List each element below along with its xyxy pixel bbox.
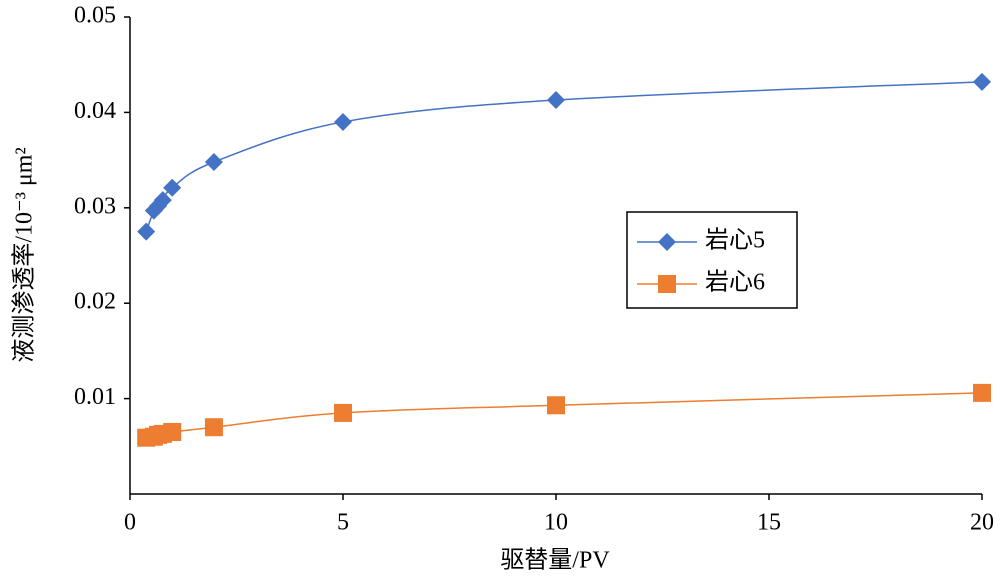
x-tick-label: 5 [337,510,349,536]
y-tick-label: 0.02 [74,289,116,315]
data-point [163,178,182,197]
y-tick-label: 0.03 [74,193,116,219]
series-line [145,81,983,232]
x-tick-label: 0 [124,510,136,536]
data-point [204,418,223,437]
y-tick-label: 0.01 [74,384,116,410]
legend-marker [658,275,676,293]
y-tick-label: 0.04 [74,98,116,124]
x-tick-label: 15 [757,510,781,536]
data-point [153,191,172,210]
data-point [547,90,565,109]
data-point [973,72,991,91]
legend-label: 岩心6 [705,269,765,296]
legend-label: 岩心5 [705,227,765,254]
data-point [163,422,182,441]
x-tick-label: 20 [970,510,994,536]
legend-box [626,211,798,309]
y-tick-label: 0.05 [74,3,116,29]
data-point [204,153,223,172]
data-point [973,383,991,402]
legend-marker [658,233,676,251]
data-point [334,112,352,131]
data-point [334,403,352,422]
y-axis-label: 液测渗透率/10⁻³ μm² [11,147,38,362]
data-point [547,396,565,415]
data-point [137,222,156,241]
x-axis-label: 驱替量/PV [500,547,610,574]
x-tick-label: 10 [544,510,568,536]
